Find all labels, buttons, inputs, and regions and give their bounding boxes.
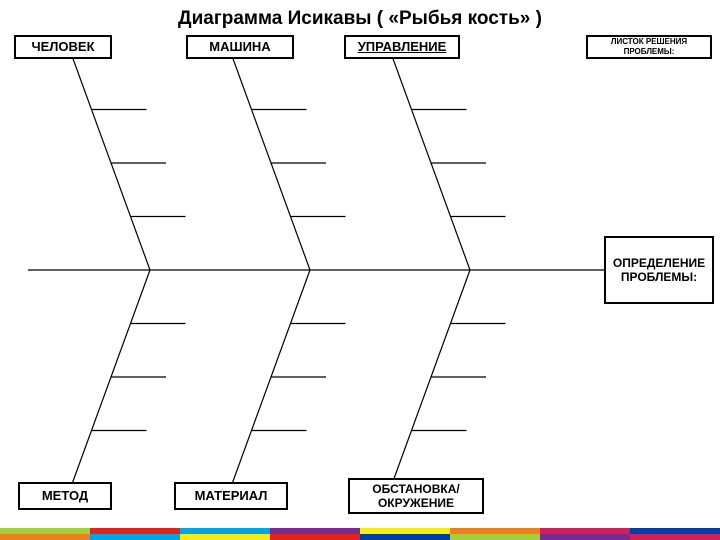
category-label: УПРАВЛЕНИЕ	[344, 35, 460, 59]
category-label: ОБСТАНОВКА/ ОКРУЖЕНИЕ	[348, 478, 484, 514]
page-title: Диаграмма Исикавы ( «Рыбья кость» )	[0, 0, 720, 30]
category-label: ЛИСТОК РЕШЕНИЯ ПРОБЛЕМЫ:	[586, 35, 712, 59]
category-label: ОПРЕДЕЛЕНИЕ ПРОБЛЕМЫ:	[604, 236, 714, 304]
category-label: МЕТОД	[18, 482, 112, 510]
category-label: МАШИНА	[186, 35, 294, 59]
category-label: МАТЕРИАЛ	[174, 482, 288, 510]
footer-color-bar	[0, 528, 720, 540]
category-label: ЧЕЛОВЕК	[14, 35, 112, 59]
